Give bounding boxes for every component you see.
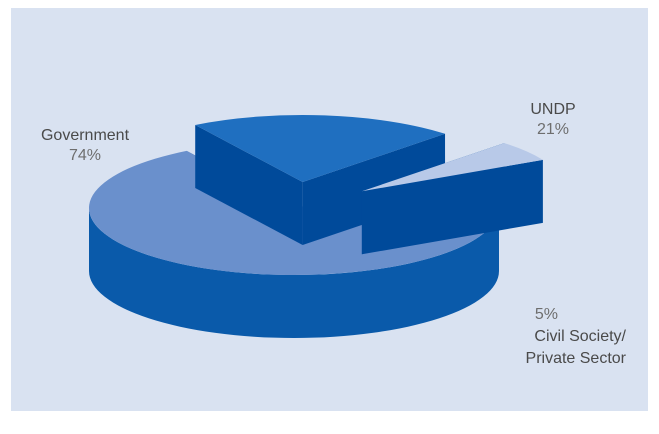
label-government-value: 74% [68, 147, 102, 164]
pie-slice-2 [361, 143, 543, 255]
pie-slice-2-cut-face-1 [361, 159, 543, 255]
chart-panel: Government 74% UNDP 21% 5% Civil Society… [11, 8, 648, 411]
pie-slice-2-top [361, 143, 543, 192]
pie-chart [88, 115, 543, 338]
label-government: Government 74% [35, 126, 135, 166]
label-undp-value: 21% [536, 121, 570, 138]
label-civil-society-value: 5% [534, 306, 558, 323]
pie-slice-1-top [195, 115, 446, 183]
label-civil-society: 5% Civil Society/ Private Sector [481, 304, 626, 370]
label-civil-society-name-line1: Civil Society/ [534, 328, 626, 345]
label-civil-society-name-line2: Private Sector [525, 350, 626, 367]
pie-slice-0-outer-wall [89, 208, 499, 338]
pie-slice-1-cut-face-0 [195, 124, 303, 246]
label-government-name: Government [40, 127, 130, 144]
label-undp-name: UNDP [530, 101, 576, 118]
label-undp: UNDP 21% [523, 100, 583, 140]
